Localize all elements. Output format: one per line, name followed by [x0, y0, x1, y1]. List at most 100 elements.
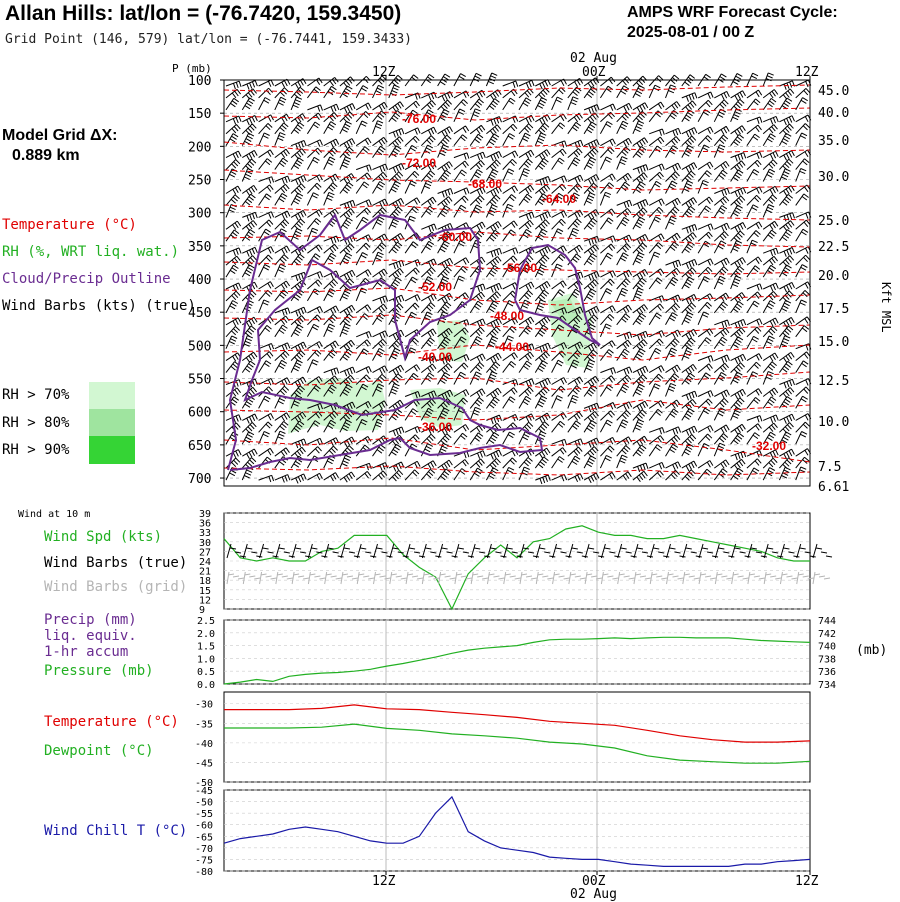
wind-barb: [697, 266, 713, 278]
wind-barb: [290, 446, 306, 459]
wind-barb: [339, 103, 356, 114]
wind-barb: [404, 127, 421, 135]
wind-barb: [469, 160, 485, 170]
wind-barb: [274, 132, 286, 146]
wind-barb: [355, 374, 371, 385]
wind-barb: [241, 220, 258, 232]
wind-barb: [762, 204, 775, 218]
wind-barb: [665, 399, 681, 409]
wind-barb: [258, 176, 275, 184]
wind-barb: [697, 355, 714, 363]
wind-barb: [762, 431, 776, 445]
wind-barb: [746, 371, 759, 385]
wind-barb: [307, 437, 323, 446]
wind-barb: [502, 352, 518, 362]
wind-barb: [404, 434, 420, 445]
rh70-swatch: [89, 382, 135, 409]
wind-barb: [600, 76, 616, 87]
wind-barb: [599, 384, 614, 397]
wind-barb: [795, 386, 811, 397]
wind-barb: [730, 204, 743, 218]
temperature-contour-5: [223, 231, 811, 248]
wind-barb: [437, 407, 450, 421]
wind-chill-tick--50: -50: [195, 798, 213, 809]
wind-barb: [746, 318, 763, 326]
wind-barb-true: [714, 543, 735, 559]
temperature-contour-13: [223, 465, 811, 476]
wind-barb: [778, 360, 793, 373]
pressure-mb-tick-744: 744: [818, 616, 836, 627]
wind-barb: [762, 255, 778, 266]
wind-barb: [486, 247, 502, 258]
wind-barb: [339, 348, 354, 361]
wind-barb: [241, 422, 257, 434]
wind-barb: [372, 84, 385, 99]
wind-barb: [453, 240, 466, 254]
contour-label: -36.00: [418, 420, 452, 434]
wind-barb: [306, 227, 319, 242]
label-wind-barbs-grid: Wind Barbs (grid): [44, 579, 188, 595]
wind-barb: [730, 318, 747, 329]
wind-barb: [339, 111, 355, 124]
wind-barb: [274, 96, 287, 111]
wind-barb: [746, 221, 763, 230]
wind-barb: [697, 398, 713, 409]
wind-barb: [242, 149, 258, 161]
wind-barb: [648, 312, 662, 326]
wind-barb: [470, 283, 486, 292]
wind-barb: [290, 324, 304, 338]
wind-barb: [600, 305, 616, 314]
wind-barb: [583, 104, 600, 114]
wind-barb: [307, 86, 321, 99]
forecast-cycle-line2: 2025-08-01 / 00 Z: [627, 24, 755, 41]
wind-barb: [355, 172, 372, 182]
wind-barb: [339, 445, 354, 457]
wind-barb: [697, 223, 714, 231]
wind-barb: [665, 136, 681, 147]
wind-barb: [518, 457, 533, 469]
wind-barb: [551, 192, 564, 206]
wind-barb: [583, 217, 598, 230]
wind-barb: [274, 245, 291, 255]
wind-barb: [323, 305, 340, 315]
wind-barb: [779, 158, 794, 171]
wind-barb-true: [373, 543, 393, 559]
wind-barb: [681, 135, 697, 147]
legend-rh80: RH > 80%: [2, 415, 70, 431]
wind-barb: [502, 387, 518, 397]
wind-barb: [453, 108, 466, 123]
wind-barb: [404, 311, 417, 326]
wind-barb: [323, 156, 336, 170]
wind-barb: [518, 413, 535, 423]
wind-barb: [420, 407, 434, 421]
wind-barb: [567, 86, 582, 99]
wind-barb: [225, 422, 241, 433]
wind-barb: [795, 316, 811, 326]
wind-barb: [795, 246, 812, 254]
wind-barb: [225, 194, 240, 206]
wind-barb: [290, 209, 307, 221]
wind-barb: [372, 470, 388, 481]
wind-barb: [714, 187, 730, 197]
wind-barb: [730, 169, 744, 182]
wind-barb: [518, 158, 533, 170]
wind-barb: [697, 258, 714, 266]
wind-barb: [697, 293, 714, 302]
contour-label: -40.00: [418, 350, 452, 364]
wind-barb: [551, 157, 565, 170]
wind-barb: [486, 186, 502, 197]
wind-barb-true: [291, 543, 312, 559]
wind-barb: [420, 170, 436, 182]
label-wind-speed: Wind Spd (kts): [44, 529, 163, 545]
wind-barb: [323, 112, 339, 123]
wind-barb: [681, 232, 697, 244]
wind-chill-tick--75: -75: [195, 855, 213, 866]
wind-barb: [567, 96, 579, 111]
wind-barb: [616, 269, 633, 279]
wind-barb: [388, 206, 403, 219]
wind-barb: [779, 185, 795, 197]
wind-barb: [355, 242, 371, 254]
wind-barb: [420, 205, 435, 218]
model-grid-value: 0.889 km: [12, 147, 80, 164]
wind-chill-tick--60: -60: [195, 821, 213, 832]
